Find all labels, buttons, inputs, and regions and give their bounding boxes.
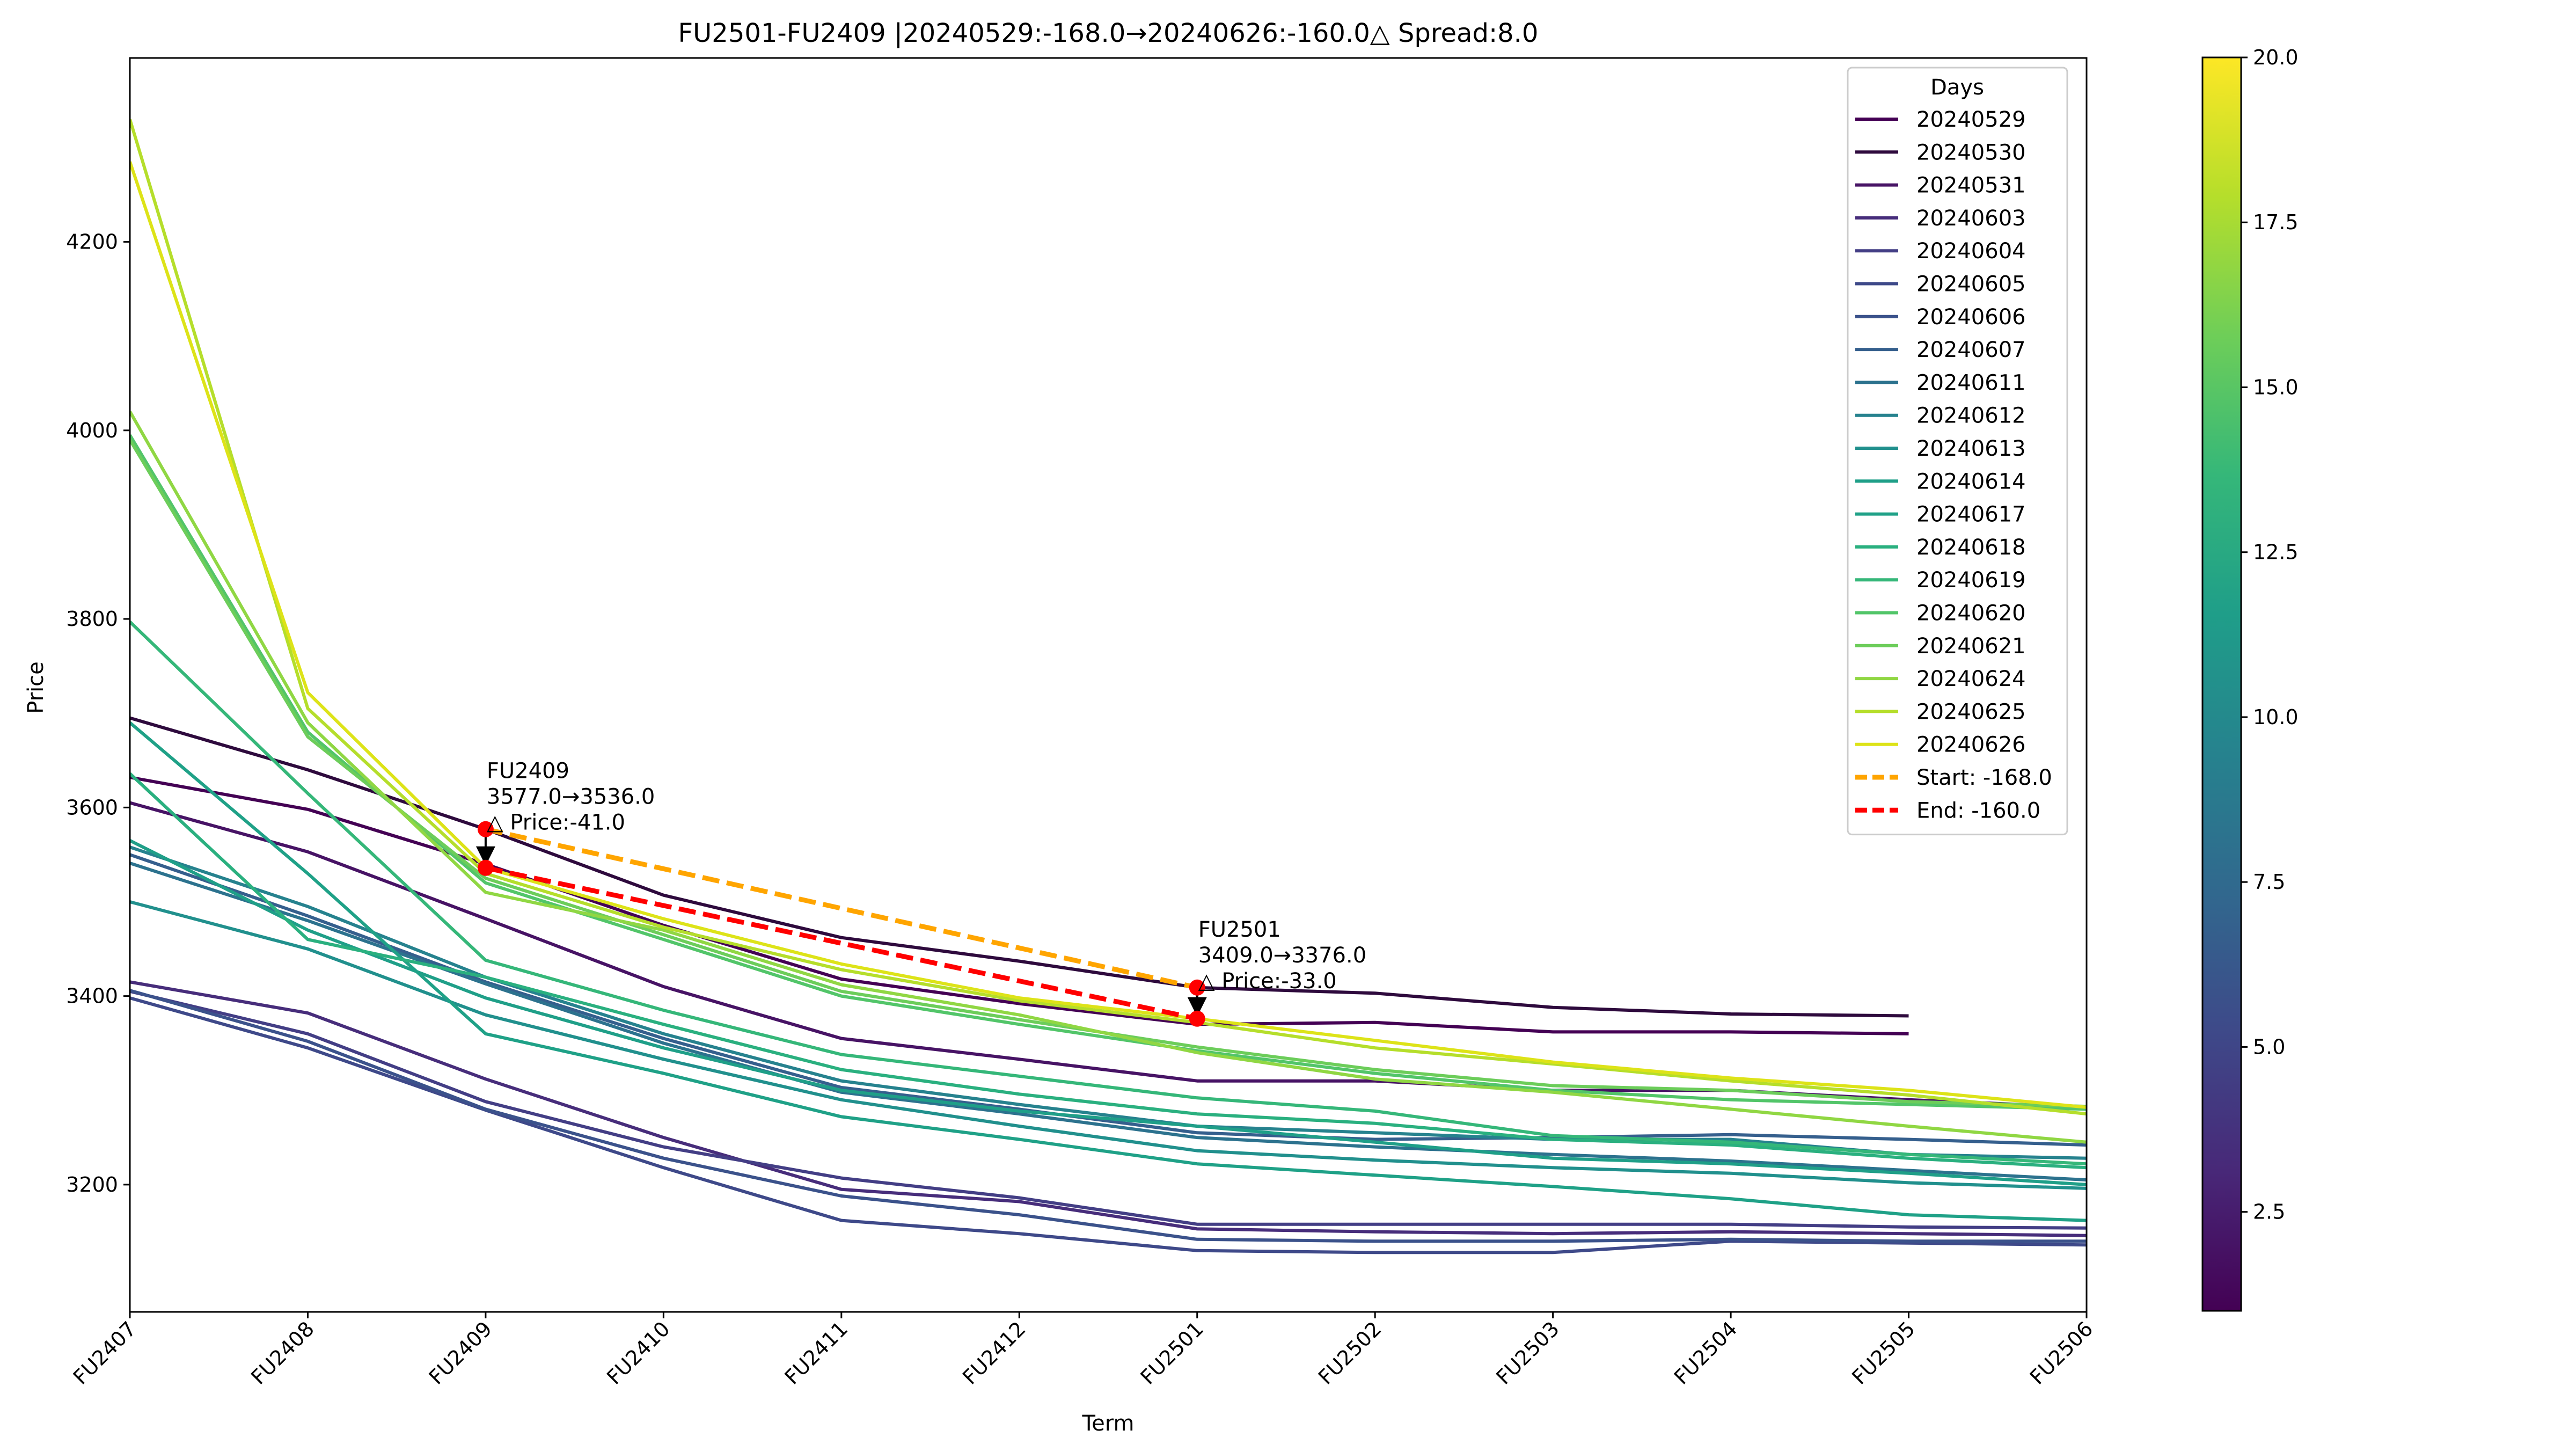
x-tick-label-FU2506: FU2506 [2025, 1317, 2098, 1389]
colorbar-tick-label: 7.5 [2253, 870, 2285, 894]
legend-label-spread-1: End: -160.0 [1916, 798, 2040, 823]
legend-box [1847, 67, 2068, 836]
series-line-20240624 [130, 411, 2087, 1144]
series-line-20240605 [130, 996, 2087, 1254]
legend-title: Days [1930, 75, 1984, 100]
legend-label-20240624: 20240624 [1916, 667, 2026, 691]
x-tick-label-FU2408: FU2408 [246, 1317, 319, 1389]
y-tick-label: 4200 [66, 230, 118, 253]
colorbar-tick-label: 15.0 [2253, 375, 2299, 399]
legend-label-20240619: 20240619 [1916, 568, 2026, 593]
start-spread-line [485, 827, 1198, 990]
colorbar-tick-label: 20.0 [2253, 46, 2299, 69]
colorbar-gradient [2201, 56, 2242, 1312]
x-axis-label: Term [1082, 1411, 1135, 1436]
x-tick-label-FU2412: FU2412 [958, 1317, 1030, 1389]
annotation-arrowhead-FU2501 [1187, 997, 1207, 1017]
series-line-20240529 [130, 776, 1909, 1035]
series-line-20240620 [130, 434, 2087, 1111]
plot-frame [129, 57, 2088, 1313]
end-point-FU2409 [477, 859, 494, 876]
legend-label-20240620: 20240620 [1916, 601, 2026, 626]
series-line-20240606 [130, 989, 2087, 1243]
series-line-20240531 [130, 801, 2087, 1109]
legend-label-20240618: 20240618 [1916, 535, 2026, 560]
legend-label-20240611: 20240611 [1916, 370, 2026, 395]
legend-label-20240604: 20240604 [1916, 239, 2026, 264]
x-tick-label-FU2411: FU2411 [780, 1317, 853, 1389]
start-point-FU2409 [477, 821, 494, 837]
series-line-20240611 [130, 862, 2087, 1182]
legend-label-20240603: 20240603 [1916, 206, 2026, 231]
y-tick-label: 3400 [66, 984, 118, 1008]
series-line-20240530 [130, 716, 1909, 1018]
legend-label-20240613: 20240613 [1916, 436, 2026, 461]
legend: Days 20240529 20240530 20240531 20240603 2024… [1847, 67, 2068, 836]
series-line-20240621 [130, 439, 2087, 1108]
end-point-FU2501 [1189, 1010, 1205, 1027]
series-group [130, 119, 2087, 1254]
series-line-20240626 [130, 161, 2087, 1109]
colorbar-tick-label: 17.5 [2253, 210, 2299, 234]
annotation-text-FU2409-2: △ Price:-41.0 [487, 811, 625, 835]
legend-label-20240531: 20240531 [1916, 173, 2026, 198]
legend-label-20240607: 20240607 [1916, 338, 2026, 362]
end-spread-line [485, 865, 1198, 1021]
colorbar-tick-label: 10.0 [2253, 705, 2299, 729]
legend-label-20240614: 20240614 [1916, 469, 2026, 494]
annotation-text-FU2501-2: △ Price:-33.0 [1198, 969, 1337, 994]
annotation-text-FU2501-0: FU2501 [1198, 917, 1281, 942]
legend-label-20240626: 20240626 [1916, 733, 2026, 757]
annotation-arrowhead-FU2409 [475, 846, 495, 866]
y-tick-label: 3800 [66, 607, 118, 631]
x-tick-label-FU2410: FU2410 [602, 1317, 675, 1389]
series-line-20240625 [130, 119, 2087, 1116]
colorbar-tick-label: 2.5 [2253, 1200, 2285, 1224]
legend-label-20240529: 20240529 [1916, 107, 2026, 132]
chart-title: FU2501-FU2409 |20240529:-168.0→20240626:… [678, 18, 1539, 48]
annotation-text-FU2501-1: 3409.0→3376.0 [1198, 943, 1366, 968]
annotation-text-FU2409-0: FU2409 [487, 759, 569, 784]
series-line-20240614 [130, 839, 2087, 1186]
series-line-20240603 [130, 980, 2087, 1237]
x-tick-label-FU2505: FU2505 [1847, 1317, 1920, 1389]
x-tick-label-FU2503: FU2503 [1491, 1317, 1564, 1389]
legend-label-20240530: 20240530 [1916, 140, 2026, 165]
series-line-20240613 [130, 900, 2087, 1190]
y-tick-label: 3200 [66, 1173, 118, 1196]
x-tick-label-FU2407: FU2407 [69, 1317, 141, 1389]
legend-label-20240621: 20240621 [1916, 634, 2026, 659]
start-point-FU2501 [1189, 979, 1205, 996]
colorbar-tick-label: 12.5 [2253, 541, 2299, 564]
colorbar: 2.5 5.0 7.5 10.0 12.5 15.0 17.5 20.0 [2201, 46, 2299, 1312]
legend-label-20240625: 20240625 [1916, 699, 2026, 724]
x-tick-label-FU2502: FU2502 [1314, 1317, 1386, 1389]
annotation-text-FU2409-1: 3577.0→3536.0 [487, 785, 655, 809]
legend-label-20240617: 20240617 [1916, 502, 2026, 527]
y-axis-label: Price [24, 661, 48, 714]
legend-label-spread-0: Start: -168.0 [1916, 765, 2052, 790]
legend-label-20240605: 20240605 [1916, 272, 2026, 297]
colorbar-tick-label: 5.0 [2253, 1035, 2285, 1059]
x-tick-label-FU2501: FU2501 [1136, 1317, 1208, 1389]
y-tick-label: 4000 [66, 419, 118, 442]
legend-label-20240612: 20240612 [1916, 404, 2026, 428]
x-tick-label-FU2409: FU2409 [425, 1317, 497, 1389]
legend-label-20240606: 20240606 [1916, 305, 2026, 330]
series-line-20240618 [130, 772, 2087, 1170]
series-line-20240604 [130, 989, 2087, 1230]
series-line-20240619 [130, 621, 2087, 1166]
series-line-20240612 [130, 845, 2087, 1160]
series-line-20240617 [130, 721, 2087, 1222]
x-tick-label-FU2504: FU2504 [1670, 1317, 1742, 1389]
y-tick-label: 3600 [66, 796, 118, 819]
